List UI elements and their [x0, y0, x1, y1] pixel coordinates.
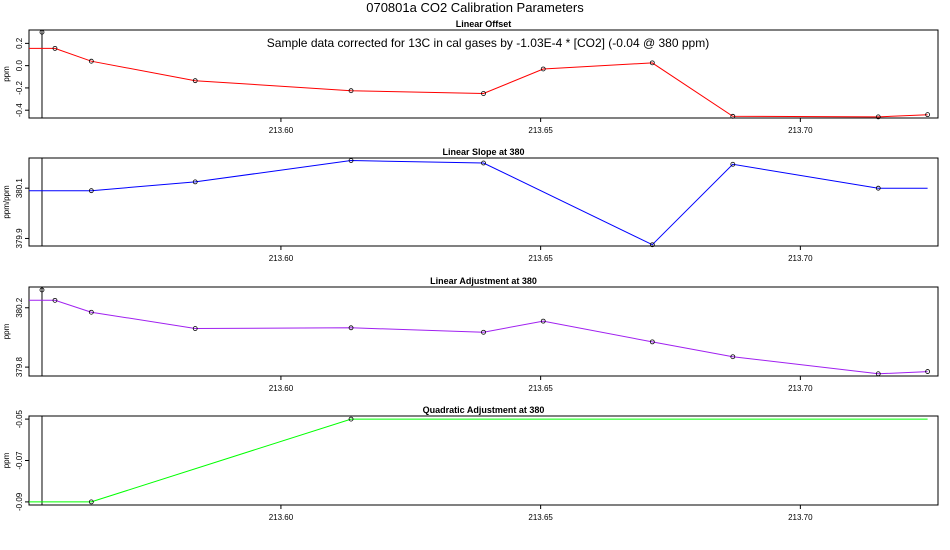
y-axis-label: ppm [2, 452, 11, 468]
series-line [29, 418, 928, 503]
y-axis-label: ppm/ppm [2, 185, 11, 219]
y-axis-label: ppm [2, 323, 11, 339]
data-point [192, 326, 198, 331]
data-point [88, 309, 94, 315]
data-point [649, 339, 655, 345]
data-point [925, 112, 931, 118]
y-tick-label: -0.2 [15, 80, 24, 94]
data-point [649, 60, 655, 66]
plot-frame [28, 157, 939, 247]
x-tick-label: 213.70 [788, 513, 813, 522]
x-tick-label: 213.60 [269, 384, 294, 393]
plot-frame [28, 415, 939, 506]
y-tick-label: 0.2 [15, 37, 24, 49]
panel-title: Linear Slope at 380 [442, 147, 524, 157]
series-line [29, 47, 928, 118]
data-point [540, 318, 546, 324]
x-tick-label: 213.60 [269, 254, 294, 263]
data-point [88, 188, 94, 194]
x-tick-label: 213.70 [788, 126, 813, 135]
y-tick-label: -0.09 [15, 492, 24, 511]
panel-3: Linear Adjustment at 380 213.60 213.65 213.… [2, 276, 939, 393]
data-point [348, 158, 354, 163]
figure-title: 070801a CO2 Calibration Parameters [366, 0, 584, 15]
plot-frame [28, 286, 939, 377]
data-point [88, 499, 94, 505]
x-tick-label: 213.65 [528, 254, 553, 263]
data-point [39, 29, 45, 35]
panel-annotation: Sample data corrected for 13C in cal gas… [267, 36, 709, 50]
x-tick-label: 213.65 [528, 126, 553, 135]
data-point [52, 45, 58, 51]
x-tick-label: 213.70 [788, 384, 813, 393]
data-point [875, 371, 881, 377]
panel-title: Linear Offset [456, 19, 512, 29]
data-point [875, 114, 881, 120]
data-point [730, 354, 736, 360]
x-tick-label: 213.65 [528, 384, 553, 393]
y-axis-label: ppm [2, 66, 11, 82]
data-point [730, 161, 736, 167]
data-point [730, 113, 736, 119]
panel-title: Quadratic Adjustment at 380 [423, 405, 545, 415]
data-point [192, 78, 198, 84]
plot-frame [28, 29, 939, 119]
y-tick-label: 379.8 [15, 357, 24, 378]
y-tick-label: 380.1 [15, 178, 24, 199]
data-point [925, 369, 931, 374]
panel-1: Linear Offset 213.60 213.65 213.70 -0.4 -0.2 0… [2, 19, 939, 135]
panel-title: Linear Adjustment at 380 [430, 276, 537, 286]
data-point [540, 66, 546, 72]
series-line [29, 299, 928, 375]
series-line [29, 159, 928, 246]
data-point [88, 58, 94, 64]
data-point [481, 160, 486, 166]
x-tick-label: 213.60 [269, 126, 294, 135]
x-tick-label: 213.60 [269, 513, 294, 522]
panel-4: Quadratic Adjustment at 380 213.60 213.65 2… [2, 405, 939, 522]
x-tick-label: 213.65 [528, 513, 553, 522]
data-point [875, 185, 881, 191]
panel-2: Linear Slope at 380 213.60 213.65 213.70 379… [2, 147, 939, 263]
y-tick-label: 380.2 [15, 297, 24, 318]
y-tick-label: -0.07 [15, 451, 24, 470]
x-tick-label: 213.70 [788, 254, 813, 263]
data-point [39, 287, 45, 293]
y-tick-label: 379.9 [15, 228, 24, 249]
y-tick-label: 0.0 [15, 60, 24, 72]
data-point [348, 416, 354, 422]
data-point [348, 325, 354, 331]
y-tick-label: -0.4 [15, 103, 24, 117]
data-point [649, 242, 655, 248]
data-point [192, 179, 198, 185]
data-point [52, 297, 58, 303]
data-point [481, 91, 486, 96]
y-tick-label: -0.05 [15, 409, 24, 428]
data-point [348, 88, 354, 94]
data-point [481, 329, 486, 335]
